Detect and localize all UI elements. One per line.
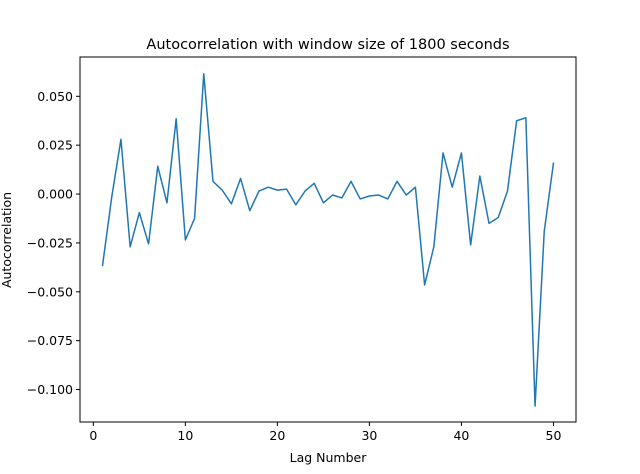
x-axis-label: Lag Number [290,450,368,465]
y-axis-label: Autocorrelation [0,192,14,288]
y-tick-label: 0.050 [37,89,73,104]
y-tick-label: −0.050 [27,284,73,299]
x-tick-label: 50 [546,428,562,443]
y-tick-label: −0.075 [27,333,73,348]
x-tick-label: 0 [89,428,97,443]
y-tick-label: 0.025 [37,138,73,153]
x-tick-label: 40 [453,428,469,443]
chart-title: Autocorrelation with window size of 1800… [146,37,509,53]
x-tick-label: 10 [177,428,193,443]
y-tick-label: −0.025 [27,235,73,250]
x-tick-label: 30 [361,428,377,443]
series-line-0 [101,73,555,407]
y-tick-label: 0.000 [37,187,73,202]
axes-frame [79,56,577,423]
x-tick-label: 20 [269,428,285,443]
y-tick-label: −0.100 [27,382,73,397]
